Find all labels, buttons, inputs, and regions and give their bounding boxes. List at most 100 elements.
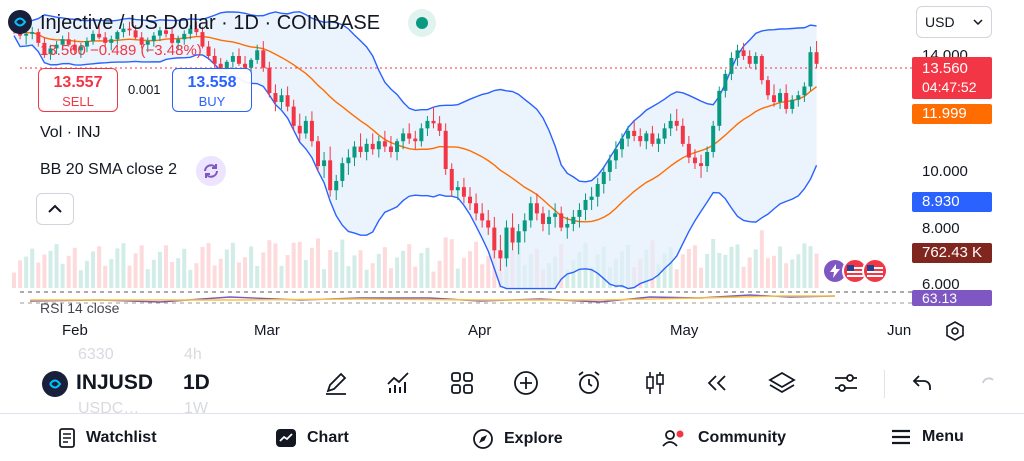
volume-bar <box>735 244 740 288</box>
currency-select[interactable]: USD <box>916 6 992 38</box>
rsi-indicator-label[interactable]: RSI 14 close <box>40 300 120 316</box>
time-label: Feb <box>62 322 88 339</box>
candle <box>522 213 527 243</box>
buy-button[interactable]: 13.558 BUY <box>172 68 252 112</box>
buy-label: BUY <box>198 94 226 109</box>
candle <box>705 146 710 172</box>
chart-canvas[interactable] <box>0 0 1024 345</box>
candlestick-type-icon[interactable] <box>640 368 670 398</box>
volume-bar <box>297 241 302 288</box>
refresh-icon[interactable] <box>196 156 226 186</box>
candle <box>212 48 217 68</box>
volume-bar <box>407 244 412 288</box>
us-flag-icon[interactable] <box>862 258 888 284</box>
volume-bar <box>36 262 41 288</box>
volume-bar <box>388 268 393 288</box>
candle <box>808 46 813 91</box>
candle <box>443 123 448 175</box>
undo-icon[interactable] <box>907 368 937 398</box>
chart-area[interactable]: Injective / US Dollar · 1D · COINBASE 13… <box>0 0 1024 345</box>
volume-bar <box>711 239 716 288</box>
candle <box>431 106 436 129</box>
bar-countdown: 04:47:52 <box>922 79 977 95</box>
volume-bar <box>352 255 357 288</box>
candle <box>188 25 193 40</box>
candle <box>486 209 491 235</box>
volume-bar <box>322 269 327 288</box>
volume-bar <box>802 243 807 288</box>
candle <box>72 39 77 55</box>
volume-bar <box>796 254 801 288</box>
candle <box>328 146 333 197</box>
candle <box>778 88 783 109</box>
volume-bar <box>267 240 272 288</box>
settings-sliders-icon[interactable] <box>831 368 861 398</box>
candle <box>316 135 320 172</box>
nav-menu[interactable]: Menu <box>890 428 964 446</box>
volume-bar <box>66 255 71 288</box>
layout-grid-icon[interactable] <box>447 368 477 398</box>
candle <box>814 41 819 68</box>
rsi-line <box>29 294 836 303</box>
settings-icon[interactable] <box>944 320 966 342</box>
candle <box>261 41 266 72</box>
candle <box>66 32 71 47</box>
time-label: May <box>670 322 699 339</box>
nav-community[interactable]: Community <box>662 428 786 448</box>
volume-bar <box>577 252 582 288</box>
candle <box>139 32 144 49</box>
indicators-icon[interactable] <box>383 368 413 398</box>
volume-bar <box>224 249 229 288</box>
candle <box>692 149 697 169</box>
volume-bar <box>230 242 235 288</box>
compass-icon <box>473 429 493 449</box>
add-plus-icon[interactable] <box>511 368 541 398</box>
candle <box>121 23 126 38</box>
volume-bar <box>723 254 728 288</box>
volume-bar <box>84 260 89 288</box>
volume-bar <box>765 258 770 288</box>
replay-rewind-icon[interactable] <box>702 368 732 398</box>
volume-bar <box>565 269 570 288</box>
layers-icon[interactable] <box>767 368 797 398</box>
volume-tag: 762.43 K <box>912 243 992 263</box>
nav-explore[interactable]: Explore <box>472 428 563 450</box>
economic-events[interactable] <box>822 258 888 284</box>
candle <box>553 203 558 228</box>
drawing-pencil-icon[interactable] <box>321 368 351 398</box>
volume-bar <box>12 272 16 288</box>
bb-basis-tag: 11.999 <box>912 104 992 124</box>
sell-button[interactable]: 13.557 SELL <box>38 68 118 112</box>
candle <box>176 35 181 51</box>
collapse-indicators-button[interactable] <box>36 193 74 225</box>
volume-bar <box>328 250 333 288</box>
candle <box>607 154 612 181</box>
nav-chart[interactable]: Chart <box>275 428 349 448</box>
volume-bar <box>236 262 241 288</box>
volume-bar <box>18 260 23 288</box>
alarm-clock-icon[interactable] <box>574 368 604 398</box>
volume-bar <box>115 248 120 288</box>
symbol-button[interactable]: INJUSD <box>76 371 154 394</box>
bb-indicator-label[interactable]: BB 20 SMA close 2 <box>40 161 177 178</box>
volume-bar <box>346 266 351 288</box>
candle <box>547 209 552 235</box>
candle <box>279 88 284 109</box>
volume-bar <box>60 263 65 288</box>
volume-indicator-label[interactable]: Vol · INJ <box>40 124 101 141</box>
volume-bar <box>808 246 813 288</box>
symbol-title-row[interactable]: Injective / US Dollar · 1D · COINBASE <box>40 9 437 37</box>
volume-bar <box>243 257 248 288</box>
market-status-icon <box>408 9 437 37</box>
candle <box>759 54 764 85</box>
candle <box>534 193 539 221</box>
nav-watchlist[interactable]: Watchlist <box>58 428 157 448</box>
spread-value: 0.001 <box>128 82 161 97</box>
last-price-tag: 13.560 04:47:52 <box>912 57 992 99</box>
interval-button[interactable]: 1D <box>183 371 210 394</box>
volume-bar <box>255 266 260 288</box>
volume-bar <box>401 250 406 288</box>
redo-icon[interactable] <box>972 368 1002 398</box>
candle <box>395 138 400 161</box>
volume-bar <box>370 263 375 288</box>
